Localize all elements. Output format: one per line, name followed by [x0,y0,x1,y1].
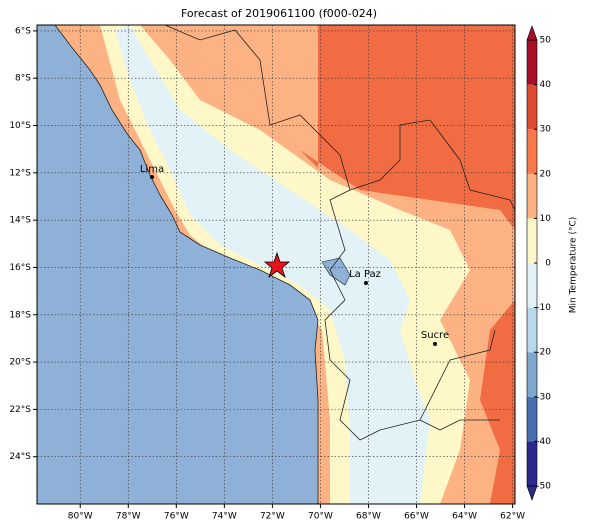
city-dot [150,175,154,179]
map-title: Forecast of 2019061100 (f000-024) [181,7,377,20]
colorbar-label: Min Temperature (°C) [569,217,579,314]
city-layer: Lima La Paz Sucre [140,164,449,346]
colorbar-band [527,218,537,263]
colorbar-band [527,84,537,130]
x-tick-label: 64°W [452,512,477,522]
y-tick-label: 20°S [9,358,31,368]
city-label: Sucre [421,330,449,341]
x-tick-label: 70°W [308,512,333,522]
colorbar-band [527,40,537,85]
y-tick-label: 18°S [9,310,31,320]
x-tick-label: 76°W [164,512,189,522]
colorbar-tick-label: -30 [536,392,551,402]
x-tick-label: 62°W [500,512,525,522]
x-tick-label: 78°W [116,512,141,522]
colorbar-extend-top [526,25,538,41]
map-frame [36,24,516,505]
colorbar-tick-label: 40 [540,80,552,90]
colorbar-tick-label: -40 [536,437,551,447]
colorbar-tick-label: -10 [536,303,551,313]
city-dot [364,281,368,285]
colorbar-tick-label: -20 [536,348,551,358]
colorbar-band [527,396,537,442]
country-border [419,329,496,421]
colorbar-band [527,441,537,486]
colorbar-tick-label: 10 [540,214,552,224]
colorbar-tick-label: 0 [545,259,551,269]
y-tick-label: 14°S [9,216,31,226]
colorbar-tick-label: 30 [540,125,552,135]
y-tick-label: 24°S [9,452,31,462]
y-tick-label: 8°S [15,74,31,84]
colorbar-tick-label: 20 [540,169,552,179]
y-tick-label: 16°S [9,263,31,273]
colorbar-band [527,129,537,174]
colorbar-band [527,263,537,308]
city-label: Lima [140,164,164,175]
x-tick-label: 74°W [212,512,237,522]
country-border [349,119,515,211]
country-border [164,25,500,441]
colorbar-band [527,307,537,353]
y-tick-label: 22°S [9,405,31,415]
x-tick-label: 68°W [356,512,381,522]
colorbar-tick-label: -50 [536,482,551,492]
y-tick-label: 6°S [15,26,31,36]
forecast-point-star [263,251,291,279]
colorbar-band [527,173,537,219]
ocean [37,25,319,504]
x-tick-label: 66°W [404,512,429,522]
city-dot [433,342,437,346]
x-tick-label: 72°W [260,512,285,522]
y-tick-label: 12°S [9,168,31,178]
y-tick-label: 10°S [9,121,31,131]
colorbar-tick-label: 50 [540,36,552,46]
colorbar-band [527,352,537,397]
city-label: La Paz [349,269,381,280]
lake-titicaca [321,257,351,286]
x-tick-label: 80°W [68,512,93,522]
